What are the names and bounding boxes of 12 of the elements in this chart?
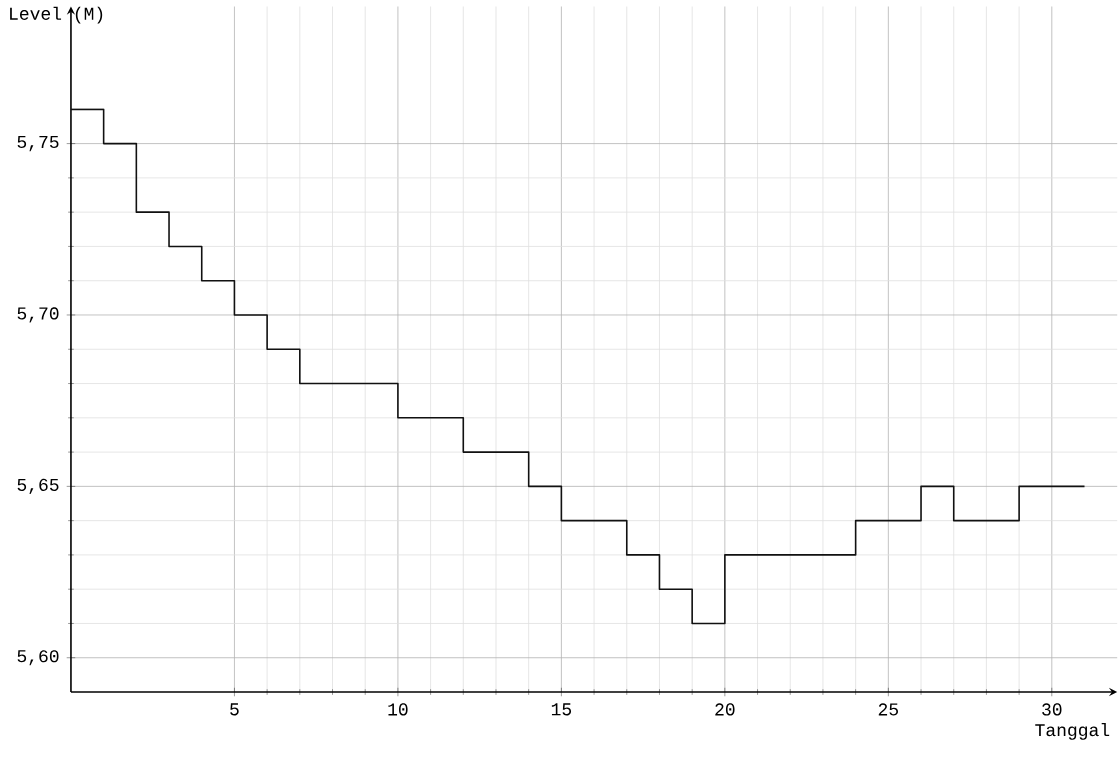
- y-tick-label: 5,70: [17, 307, 59, 323]
- x-tick-label: 15: [551, 703, 572, 716]
- y-tick-label: 5,65: [17, 478, 59, 494]
- x-tick-label: 20: [715, 703, 735, 716]
- x-tick-label: 5: [230, 703, 239, 716]
- y-tick-label: 5,60: [17, 650, 59, 666]
- y-tick-label: 5,75: [17, 136, 59, 152]
- x-tick-label: 25: [878, 703, 898, 716]
- x-tick-label: 10: [388, 703, 408, 716]
- y-axis-title: Level (M): [10, 6, 103, 24]
- x-tick-label: 30: [1042, 703, 1062, 716]
- x-axis-title: Tanggal: [1035, 723, 1110, 740]
